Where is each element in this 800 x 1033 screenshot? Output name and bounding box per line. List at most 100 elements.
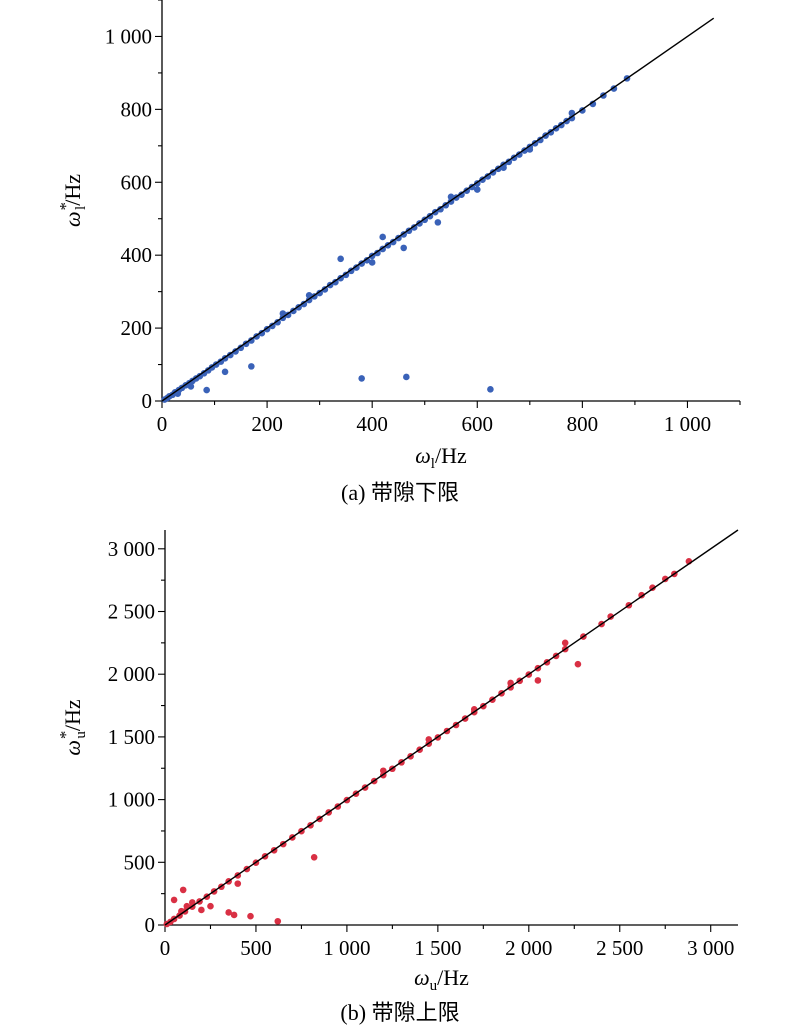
- x-tick-label: 600: [462, 412, 494, 436]
- data-point: [284, 311, 292, 319]
- data-point: [332, 278, 339, 286]
- data-point: [437, 205, 444, 213]
- x-tick-label: 800: [567, 412, 599, 436]
- data-point: [368, 259, 376, 266]
- data-point: [505, 158, 513, 166]
- fit-line: [161, 17, 715, 402]
- data-point: [198, 906, 205, 914]
- y-tick-label: 2 500: [108, 600, 155, 624]
- x-tick-label: 0: [157, 412, 168, 436]
- x-tick-label: 1 500: [414, 936, 461, 960]
- data-point: [589, 100, 597, 108]
- data-point: [561, 639, 569, 647]
- y-tick-label: 500: [124, 850, 156, 874]
- x-axis-title: ωl/Hz: [415, 443, 467, 472]
- y-axis-symbol: ω: [60, 211, 85, 227]
- y-axis-superscript: *: [56, 202, 75, 211]
- y-tick-label: 0: [145, 913, 156, 937]
- data-point: [234, 880, 242, 887]
- data-point: [179, 886, 187, 894]
- data-point: [534, 677, 542, 684]
- x-tick-label: 200: [251, 412, 283, 436]
- y-axis-subscript: l: [73, 206, 89, 210]
- data-point: [487, 386, 494, 393]
- data-point: [316, 289, 323, 297]
- data-point: [187, 383, 195, 390]
- figure-caption: (b) 带隙上限: [340, 1000, 459, 1025]
- data-point: [537, 136, 544, 144]
- y-axis-unit: /Hz: [60, 699, 85, 731]
- data-point: [389, 238, 397, 246]
- x-axis-subscript: u: [430, 978, 438, 994]
- x-tick-label: 1 000: [664, 412, 711, 436]
- data-point: [188, 899, 196, 906]
- x-axis-unit: /Hz: [435, 443, 467, 468]
- x-tick-label: 3 000: [687, 936, 734, 960]
- y-tick-label: 1 500: [108, 725, 155, 749]
- data-point: [379, 767, 387, 775]
- data-point: [473, 186, 481, 193]
- data-point: [410, 224, 418, 231]
- data-point: [237, 344, 245, 352]
- y-tick-label: 0: [142, 389, 153, 413]
- y-axis-subscript: u: [73, 731, 89, 739]
- x-tick-label: 2 000: [505, 936, 552, 960]
- y-tick-label: 2 000: [108, 662, 155, 686]
- y-tick-label: 3 000: [108, 537, 155, 561]
- y-axis-symbol: ω: [60, 740, 85, 756]
- chart-b-upper-bandgap: 0 500 1 000 1 500 2 000 2 500 3 000 0 500 1 000 1 …: [56, 529, 739, 1025]
- data-point: [425, 736, 433, 743]
- data-point: [374, 249, 381, 257]
- data-point: [507, 679, 514, 687]
- x-axis-title: ωu/Hz: [414, 965, 469, 994]
- x-axis-symbol: ω: [415, 443, 431, 468]
- x-axis-subscript: l: [431, 456, 435, 472]
- y-tick-label: 400: [121, 243, 153, 267]
- data-point: [342, 271, 350, 279]
- data-point: [170, 896, 178, 904]
- data-point: [300, 300, 308, 308]
- y-axis-title: ω*u/Hz: [56, 699, 89, 756]
- x-tick-label: 0: [160, 936, 171, 960]
- x-axis-symbol: ω: [414, 965, 430, 990]
- y-tick-label: 800: [121, 97, 153, 121]
- data-point: [321, 286, 329, 293]
- data-point: [458, 191, 465, 198]
- data-point: [248, 363, 255, 370]
- data-point: [274, 318, 281, 326]
- y-tick-label: 200: [121, 316, 153, 340]
- data-point: [274, 917, 282, 925]
- data-point: [574, 660, 582, 668]
- y-tick-label: 1 000: [105, 24, 152, 48]
- data-point: [247, 912, 254, 920]
- data-point: [434, 219, 442, 226]
- data-point: [221, 368, 229, 376]
- data-point: [232, 348, 239, 355]
- y-axis-title: ω*l/Hz: [56, 174, 89, 227]
- data-point: [568, 114, 576, 122]
- data-point: [310, 853, 318, 861]
- data-point: [337, 255, 344, 263]
- data-point: [230, 911, 238, 919]
- data-point: [203, 386, 210, 394]
- data-point: [358, 375, 365, 382]
- fit-line: [164, 529, 739, 926]
- data-point: [516, 151, 523, 158]
- data-point: [403, 373, 410, 381]
- y-axis-superscript: *: [56, 731, 75, 740]
- data-point: [227, 351, 234, 359]
- figure-caption: (a) 带隙下限: [341, 480, 459, 505]
- y-axis-unit: /Hz: [60, 174, 85, 206]
- x-tick-label: 1 000: [323, 936, 370, 960]
- data-point: [379, 233, 386, 241]
- x-axis-unit: /Hz: [437, 965, 469, 990]
- data-point: [353, 264, 360, 271]
- x-tick-label: 400: [356, 412, 388, 436]
- y-tick-label: 600: [121, 170, 153, 194]
- data-point: [225, 909, 232, 916]
- data-point: [484, 173, 492, 180]
- data-point: [207, 902, 214, 910]
- data-point: [248, 337, 255, 344]
